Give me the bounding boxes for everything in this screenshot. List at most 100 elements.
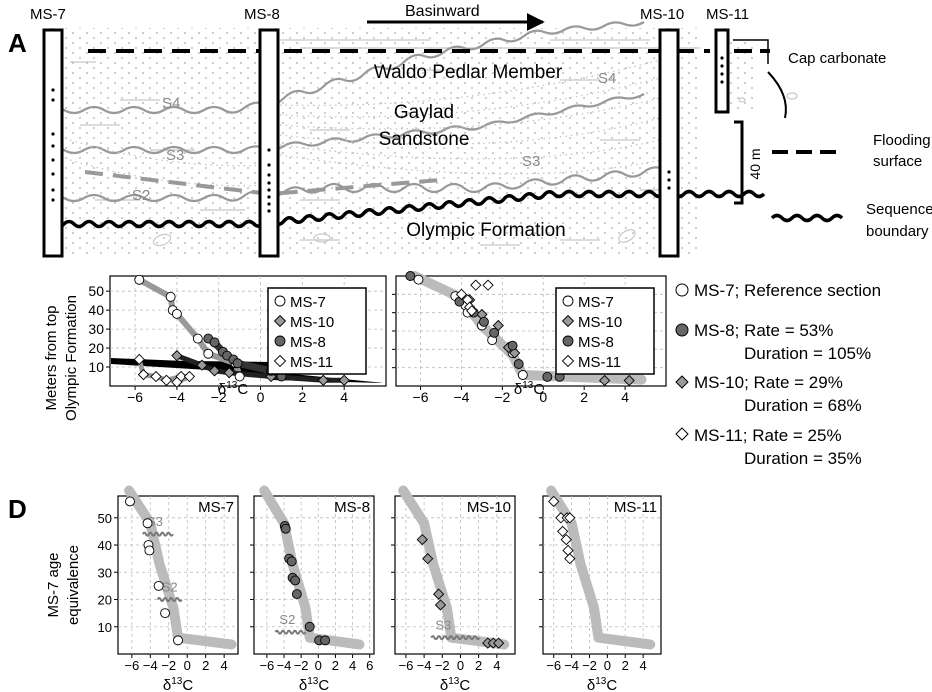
- panel-b-marks: MS-7 MS-10 MS-8 MS-11: [111, 274, 384, 388]
- panel-c-point-ms-8: [507, 340, 518, 351]
- panel-c-point-ms-11: [455, 288, 468, 300]
- panel-d1-surface: [142, 531, 174, 537]
- panel-d2-xlabel: δ13C: [299, 676, 329, 692]
- rate-legend-ms8-duration: Duration = 105%: [744, 344, 871, 363]
- panel-b-point-ms-7: [234, 371, 245, 382]
- panel-c-xtick-label: 4: [621, 389, 629, 405]
- panel-d1-xtick-label: −4: [143, 658, 158, 673]
- panel-d4-point: [564, 553, 576, 565]
- panel-d1-point: [142, 518, 153, 529]
- rate-legend-ms11-rate: MS-11; Rate = 25%: [694, 426, 842, 445]
- panel-d4: −6 −4 −2 0 2 4 MS-11 δ13C: [539, 485, 662, 692]
- panel-d2-title: MS-8: [334, 499, 370, 516]
- panel-b-xtick-label: −4: [169, 389, 185, 405]
- panel-d1-ytick-label: 10: [98, 620, 112, 635]
- panel-b-legend-label: MS-10: [290, 314, 334, 331]
- panel-d2-surface: [274, 629, 307, 635]
- rate-legend-ms8-marker: [675, 323, 689, 337]
- panel-d4-xtick-label: −4: [564, 658, 579, 673]
- panel-c-point-ms-8: [489, 327, 500, 338]
- panel-c-legend-label: MS-11: [578, 354, 621, 371]
- ms8-wedge-2: [111, 358, 260, 368]
- panel-c-marks: MS-7 MS-10 MS-8 MS-11: [405, 271, 655, 387]
- panel-d2: −6 −4 −2 0 2 4 6 MS-8 S2 δ13C: [250, 485, 375, 692]
- panel-d-ylabel-2: equivalence: [65, 545, 82, 625]
- rate-legend-ms8-rate: MS-8; Rate = 53%: [694, 321, 833, 340]
- ms8-wedge-1: [111, 360, 384, 383]
- rate-legend-ms10-rate: MS-10; Rate = 29%: [694, 373, 843, 392]
- panel-c-xlabel: δ13C: [514, 380, 544, 398]
- panel-b-legend-marker: [274, 295, 286, 307]
- section-columns: [42, 28, 787, 258]
- panel-d4-title: MS-11: [614, 499, 657, 516]
- panel-b-point-ms-11: [137, 368, 150, 381]
- panel-d2-point: [304, 621, 315, 632]
- panel-d1-surface: [156, 597, 183, 602]
- legend-sequence-2: boundary: [866, 223, 929, 240]
- unit-waldo-pedlar: Waldo Pedlar Member: [374, 62, 563, 83]
- panel-d3: −6 −4 −2 0 2 4 MS-10 S3 δ13C: [391, 485, 516, 692]
- legend-sequence-line: [770, 213, 844, 223]
- panel-d3-xtick-label: 2: [475, 658, 482, 673]
- panel-c-legend-marker: [561, 354, 575, 368]
- s2-label: S2: [132, 187, 150, 204]
- panel-d1-ytick-label: 50: [98, 511, 112, 526]
- panel-d1-title: MS-7: [198, 499, 234, 516]
- panel-d1-xlabel: δ13C: [163, 676, 193, 692]
- legend-sequence-1: Sequence: [866, 201, 932, 218]
- panel-d4-xtick-label: −6: [546, 658, 561, 673]
- panel-d1-xtick-label: 2: [202, 658, 209, 673]
- panel-b-point-ms-7: [165, 291, 176, 302]
- panel-d1-point: [125, 496, 135, 507]
- pebbles: [152, 92, 798, 247]
- panel-b-point-ms-11: [150, 370, 162, 383]
- s2-flooding-surface: [84, 170, 441, 197]
- panel-c-xtick-label: −4: [453, 389, 469, 405]
- panel-d2-point: [290, 575, 301, 586]
- panel-d4-point: [564, 512, 576, 524]
- panel-c-point-ms-11: [466, 305, 478, 317]
- panel-d3-point: [416, 533, 428, 546]
- panel-d2-frame: [253, 495, 375, 655]
- legend-cap-carbonate: Cap carbonate: [788, 50, 886, 67]
- panel-d2-xtick-label: −4: [277, 658, 292, 673]
- panel-b-point-ms-10: [223, 367, 235, 379]
- panel-c-xtick-label: −6: [413, 389, 429, 405]
- panel-b-ytick-label: 30: [88, 321, 104, 337]
- section-label-ms7: MS-7: [30, 6, 66, 23]
- panel-d3-xtick-label: 0: [457, 658, 464, 673]
- rate-legend: MS-7; Reference section MS-8; Rate = 53%…: [675, 281, 881, 468]
- panel-b-legend-label: MS-11: [290, 354, 333, 371]
- panel-d1-surface-label: S2: [162, 580, 178, 595]
- panel-c-legend-label: MS-7: [578, 294, 614, 311]
- panel-d1-ytick-label: 20: [98, 593, 112, 608]
- rate-legend-ms7: MS-7; Reference section: [694, 281, 881, 300]
- strata-fill: [42, 28, 700, 256]
- panel-d4-xtick-label: 2: [622, 658, 629, 673]
- panel-b-point-ms-11: [160, 374, 173, 386]
- panel-c-point-ms-8: [479, 316, 489, 327]
- panel-d3-xtick-label: −6: [398, 658, 413, 673]
- scale-label: 40 m: [747, 148, 763, 179]
- panel-b-ytick-label: 10: [88, 359, 104, 375]
- sequence-boundary: [42, 189, 766, 229]
- panel-c-xtick-label: −2: [494, 389, 510, 405]
- panel-d3-point: [492, 637, 505, 649]
- rate-legend-ms11-duration: Duration = 35%: [744, 449, 862, 468]
- panel-d2-xtick-label: 4: [349, 658, 356, 673]
- panel-b-xtick-label: 2: [298, 389, 306, 405]
- panel-b-ytick-label: 20: [88, 340, 104, 356]
- s4-label-right: S4: [598, 70, 616, 87]
- panel-b-xtick-label: −2: [211, 389, 227, 405]
- panel-d1-xtick-label: −6: [124, 658, 139, 673]
- panel-d4-xtick-label: −2: [582, 658, 597, 673]
- panel-c-xtick-label: 2: [580, 389, 588, 405]
- panel-b-ylabel-1: Meters from top: [43, 305, 60, 410]
- panel-b-legend-marker: [273, 314, 287, 328]
- panel-b-point-ms-8: [209, 337, 220, 348]
- panel-b-point-ms-10: [317, 374, 329, 386]
- panel-c-point-ms-7: [413, 274, 424, 285]
- panel-d2-xtick-label: 2: [332, 658, 339, 673]
- panel-d3-point: [432, 588, 445, 600]
